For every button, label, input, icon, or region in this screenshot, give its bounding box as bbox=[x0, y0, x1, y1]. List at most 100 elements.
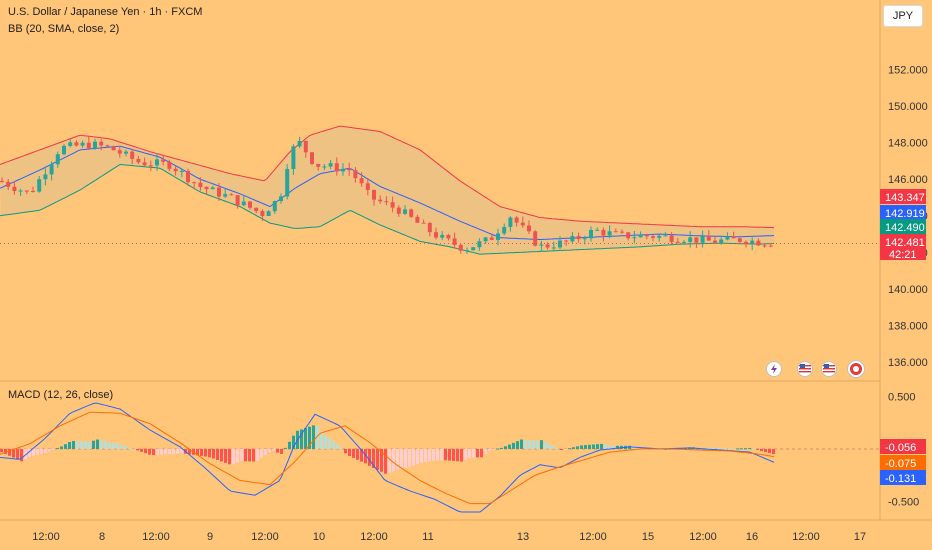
macd-histogram-bar bbox=[464, 448, 467, 460]
candle-body bbox=[390, 202, 395, 208]
candle-body bbox=[55, 154, 60, 165]
candle-body bbox=[675, 241, 680, 243]
time-tick-label: 11 bbox=[422, 531, 433, 543]
macd-histogram-bar bbox=[356, 448, 359, 460]
macd-histogram-bar bbox=[212, 448, 215, 459]
candle-body bbox=[384, 201, 389, 203]
macd-histogram-bar bbox=[756, 448, 759, 450]
macd-histogram-bar bbox=[8, 448, 11, 456]
macd-histogram-bar bbox=[600, 443, 603, 449]
price-tick-label: 152.000 bbox=[888, 64, 928, 76]
us-flag-icon[interactable] bbox=[821, 361, 837, 377]
macd-histogram-bar bbox=[564, 448, 567, 450]
candle-body bbox=[74, 142, 79, 146]
price-tick-label: 136.000 bbox=[888, 357, 928, 369]
macd-histogram-bar bbox=[128, 447, 131, 449]
macd-histogram-bar bbox=[52, 448, 55, 450]
macd-histogram-bar bbox=[460, 448, 463, 462]
macd-histogram-bar bbox=[276, 448, 279, 453]
candle-body bbox=[254, 207, 259, 212]
macd-histogram-bar bbox=[248, 448, 251, 462]
candle-body bbox=[731, 236, 736, 239]
candle-body bbox=[471, 247, 476, 251]
macd-histogram-bar bbox=[100, 440, 103, 449]
macd-histogram-bar bbox=[180, 448, 183, 454]
macd-histogram-bar bbox=[304, 428, 307, 449]
candle-body bbox=[589, 229, 593, 239]
price-label-text: 142.490 bbox=[885, 222, 925, 234]
time-tick-label: 12:00 bbox=[689, 531, 717, 543]
candle-body bbox=[130, 151, 135, 159]
candle-body bbox=[272, 201, 277, 212]
macd-histogram-bar bbox=[584, 445, 587, 449]
macd-histogram-bar bbox=[716, 448, 719, 450]
macd-histogram-bar bbox=[504, 446, 507, 449]
macd-histogram-bar bbox=[252, 448, 255, 462]
candle-body bbox=[186, 170, 190, 183]
price-tick-label: 138.000 bbox=[888, 321, 928, 333]
macd-histogram-bar bbox=[532, 440, 535, 449]
macd-label-badge bbox=[880, 455, 926, 470]
macd-histogram-bar bbox=[268, 448, 271, 453]
macd-histogram-bar bbox=[748, 447, 751, 449]
candle-body bbox=[663, 235, 668, 237]
candle-body bbox=[582, 238, 587, 240]
price-label-badge bbox=[880, 189, 926, 204]
candle-body bbox=[539, 244, 544, 246]
candle-body bbox=[285, 168, 290, 197]
macd-histogram-bar bbox=[308, 426, 311, 449]
bollinger-upper-line bbox=[0, 125, 775, 229]
lightning-icon[interactable] bbox=[766, 361, 782, 377]
candle-body bbox=[359, 178, 364, 184]
macd-histogram-bar bbox=[732, 448, 735, 450]
us-flag-icon[interactable] bbox=[797, 361, 813, 377]
macd-histogram-bar bbox=[124, 446, 127, 449]
candle-body bbox=[595, 229, 600, 231]
currency-button[interactable]: JPY bbox=[883, 5, 923, 27]
macd-indicator-label: MACD (12, 26, close) bbox=[8, 389, 114, 401]
candle-body bbox=[136, 158, 141, 163]
macd-histogram-bar bbox=[588, 444, 591, 449]
candle-body bbox=[700, 235, 705, 243]
macd-histogram-bar bbox=[140, 448, 143, 452]
macd-histogram-bar bbox=[720, 448, 723, 450]
candle-body bbox=[520, 222, 525, 226]
macd-histogram-bar bbox=[84, 441, 87, 449]
price-label-badge bbox=[880, 205, 926, 220]
macd-histogram-bar bbox=[32, 448, 35, 456]
candle-body bbox=[142, 162, 147, 166]
candle-body bbox=[235, 195, 240, 206]
candle-body bbox=[644, 234, 649, 237]
candle-body bbox=[365, 183, 370, 190]
candle-body bbox=[155, 159, 159, 166]
candle-body bbox=[105, 145, 110, 147]
candle-body bbox=[204, 186, 209, 190]
macd-histogram-bar bbox=[272, 448, 275, 452]
macd-histogram-bar bbox=[344, 448, 347, 454]
candle-body bbox=[427, 222, 432, 233]
macd-histogram-bar bbox=[12, 448, 15, 458]
candle-body bbox=[303, 140, 308, 153]
macd-histogram-bar bbox=[432, 448, 435, 461]
macd-histogram-bar bbox=[384, 448, 387, 474]
macd-histogram-bar bbox=[568, 448, 571, 450]
record-icon[interactable] bbox=[848, 361, 864, 377]
candle-body bbox=[657, 235, 662, 238]
macd-histogram-bar bbox=[112, 443, 115, 449]
candle-body bbox=[551, 247, 556, 249]
macd-histogram-bar bbox=[352, 448, 355, 458]
candle-body bbox=[37, 179, 42, 192]
macd-histogram-bar bbox=[300, 429, 303, 449]
candle-body bbox=[620, 231, 624, 233]
macd-histogram-bar bbox=[612, 445, 615, 449]
time-tick-label: 12:00 bbox=[360, 531, 388, 543]
candle-body bbox=[737, 238, 742, 242]
macd-histogram-bar bbox=[640, 447, 643, 449]
candle-body bbox=[99, 141, 104, 146]
candle-body bbox=[266, 211, 271, 217]
candle-body bbox=[682, 241, 686, 243]
candle-body bbox=[564, 240, 569, 242]
macd-line bbox=[0, 402, 775, 513]
